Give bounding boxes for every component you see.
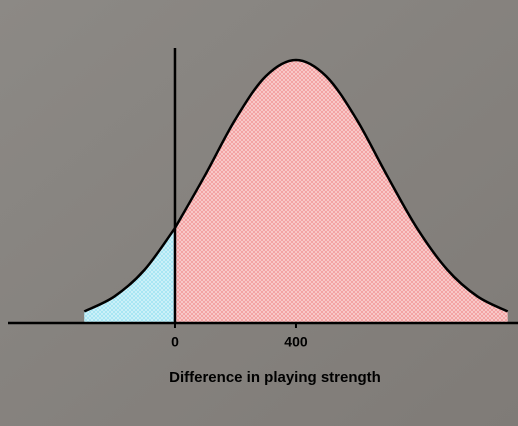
area	[174, 60, 508, 323]
curve-line	[173, 58, 509, 313]
plot-area	[8, 48, 518, 328]
area	[84, 228, 175, 323]
x-axis-label: Difference in playing strength	[169, 369, 381, 386]
curve-line	[83, 227, 176, 313]
x-tick-label: 0	[171, 334, 179, 350]
x-tick-label: 400	[284, 334, 308, 350]
